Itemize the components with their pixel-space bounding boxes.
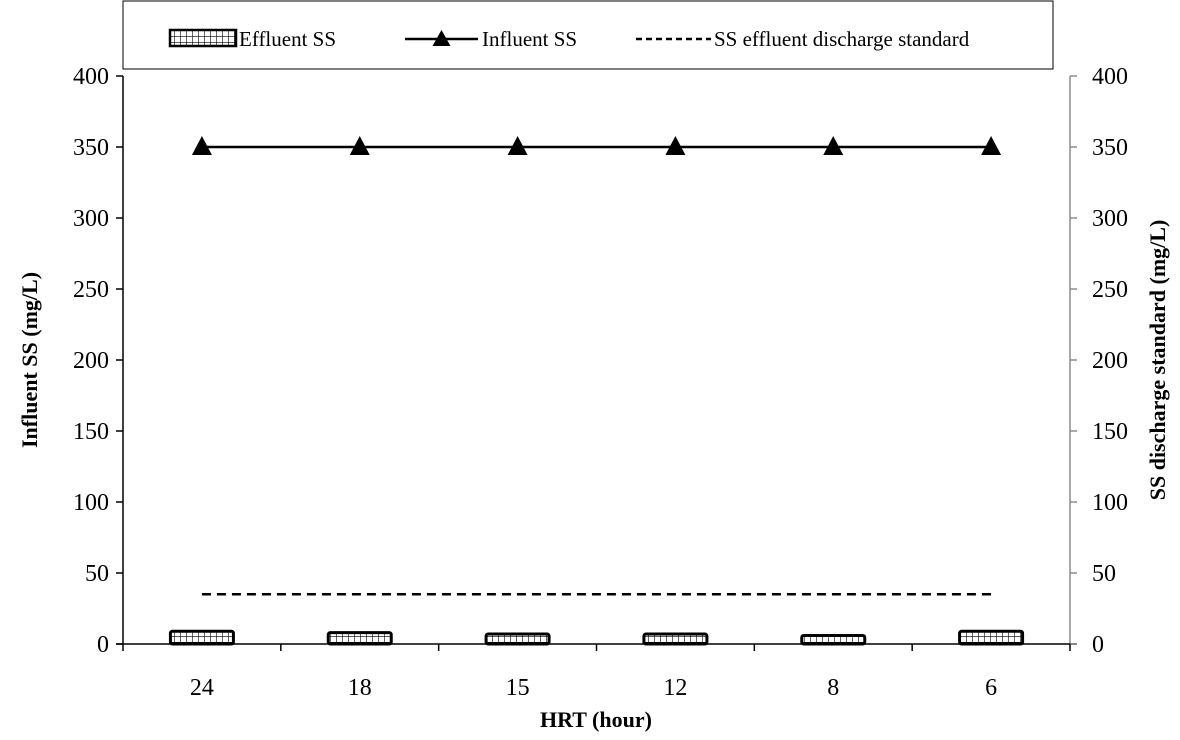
x-tick-label: 6 [985, 675, 997, 701]
point-influent-ss [507, 136, 528, 155]
bar-effluent-ss [484, 632, 551, 646]
y-ticks-right: 0 50 100 150 200 250 300 350 400 [1070, 64, 1128, 658]
bar-effluent-ss [642, 632, 709, 646]
x-tick-label: 12 [663, 675, 687, 701]
y-tick-label-right: 250 [1092, 277, 1128, 303]
y-tick-label-left: 50 [85, 561, 109, 587]
legend-label-discharge-standard: SS effluent discharge standard [714, 27, 970, 51]
bar-effluent-ss [958, 629, 1025, 646]
y-tick-label-left: 0 [97, 632, 109, 658]
legend-box [122, 0, 1054, 70]
x-tick-label: 18 [348, 675, 372, 701]
y-tick-label-right: 50 [1092, 561, 1116, 587]
legend-swatch-influent-ss-marker [432, 30, 451, 46]
point-influent-ss [349, 136, 370, 155]
legend-label-influent-ss: Influent SS [482, 27, 577, 51]
y-tick-label-right: 100 [1092, 490, 1128, 516]
y-tick-label-right: 150 [1092, 419, 1128, 445]
point-influent-ss [665, 136, 686, 155]
series-influent-ss [191, 136, 1002, 155]
y-tick-label-left: 100 [73, 490, 109, 516]
y-tick-label-right: 400 [1092, 64, 1128, 90]
y-tick-label-right: 300 [1092, 206, 1128, 232]
legend-label-effluent-ss: Effluent SS [239, 27, 336, 51]
x-tick-label: 24 [190, 675, 214, 701]
bar-effluent-ss [800, 633, 867, 646]
y-tick-label-left: 150 [73, 419, 109, 445]
y-tick-label-right: 200 [1092, 348, 1128, 374]
point-influent-ss [823, 136, 844, 155]
y-tick-label-left: 200 [73, 348, 109, 374]
bar-effluent-ss [326, 631, 393, 646]
series-effluent-ss [168, 629, 1025, 646]
y-tick-label-left: 250 [73, 277, 109, 303]
point-influent-ss [981, 136, 1002, 155]
x-tick-label: 15 [506, 675, 530, 701]
legend-swatch-effluent-ss [168, 28, 238, 48]
y-tick-label-left: 300 [73, 206, 109, 232]
y-axis-title-left: Influent SS (mg/L) [17, 272, 42, 448]
y-axis-title-right: SS discharge standard (mg/L) [1145, 220, 1170, 501]
y-tick-label-right: 0 [1092, 632, 1104, 658]
bar-effluent-ss [168, 629, 235, 646]
y-tick-label-right: 350 [1092, 135, 1128, 161]
x-ticks: 24 18 15 12 8 6 [122, 644, 1071, 701]
y-tick-label-left: 350 [73, 135, 109, 161]
point-influent-ss [191, 136, 212, 155]
x-tick-label: 8 [827, 675, 839, 701]
x-axis-title: HRT (hour) [540, 707, 652, 732]
y-ticks-left: 0 50 100 150 200 250 300 350 400 [73, 64, 123, 658]
legend: Effluent SS Influent SS SS effluent disc… [122, 0, 1054, 70]
y-tick-label-left: 400 [73, 64, 109, 90]
